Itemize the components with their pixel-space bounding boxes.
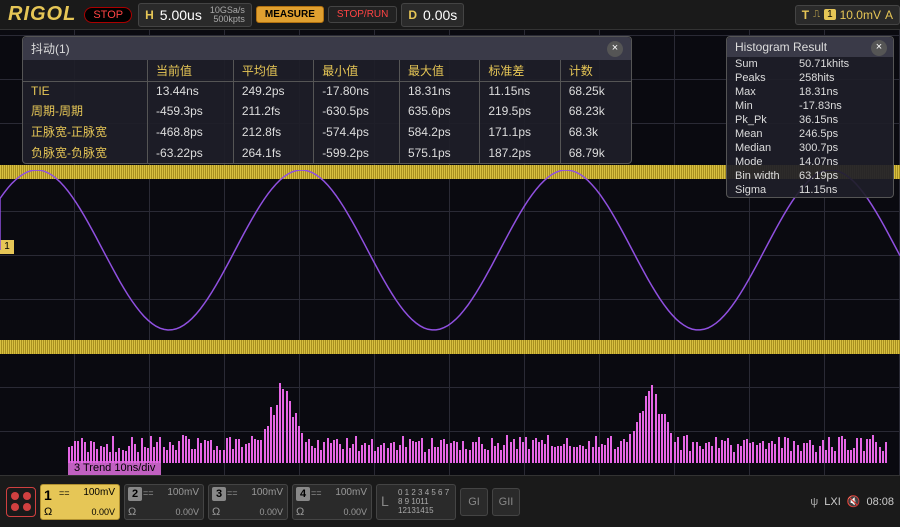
jitter-col-header: 最小值 <box>314 60 400 82</box>
apps-button[interactable] <box>6 487 36 517</box>
histogram-plot: 3 Trend 10ns/div <box>68 375 890 475</box>
trigger-level: 10.0mV <box>840 8 881 22</box>
d-label: D <box>408 8 417 22</box>
jitter-col-header: 标准差 <box>480 60 560 82</box>
histogram-result-row: Bin width63.19ps <box>727 169 893 183</box>
g2-button[interactable]: GII <box>492 488 520 516</box>
histogram-result-panel[interactable]: Histogram Result × Sum50.71khitsPeaks258… <box>726 36 894 198</box>
usb-icon: ψ <box>810 496 818 508</box>
channel-3-box[interactable]: 3==100mVΩ0.00V <box>208 484 288 520</box>
histogram-result-row: Sigma11.15ns <box>727 183 893 197</box>
brand-logo: RIGOL <box>0 3 84 26</box>
jitter-row: 正脉宽-正脉宽-468.8ps212.8fs-574.4ps584.2ps171… <box>23 121 631 142</box>
measure-button[interactable]: MEASURE <box>256 6 324 23</box>
close-icon[interactable]: × <box>871 40 887 56</box>
channel-1-box[interactable]: 1==100mVΩ0.00V <box>40 484 120 520</box>
jitter-row: 负脉宽-负脉宽-63.22ps264.1fs-599.2ps575.1ps187… <box>23 142 631 163</box>
jitter-col-header: 当前值 <box>148 60 234 82</box>
trigger-box[interactable]: T ⎍ 1 10.0mV A <box>795 5 900 25</box>
jitter-col-header: 计数 <box>560 60 631 82</box>
jitter-table: 当前值平均值最小值最大值标准差计数 TIE13.44ns249.2ps-17.8… <box>23 60 631 163</box>
histogram-result-row: Mode14.07ns <box>727 155 893 169</box>
sample-info: 10GSa/s 500kpts <box>210 6 245 24</box>
horizontal-timebase[interactable]: H 5.00us 10GSa/s 500kpts <box>138 3 252 27</box>
close-icon[interactable]: × <box>607 41 623 57</box>
lxi-label: LXI <box>824 496 841 508</box>
top-bar: RIGOL STOP H 5.00us 10GSa/s 500kpts MEAS… <box>0 0 900 30</box>
delay-box[interactable]: D 0.00s <box>401 3 464 27</box>
clock: 08:08 <box>866 496 894 508</box>
d-value: 0.00s <box>423 7 457 23</box>
histogram-result-title: Histogram Result <box>735 40 827 54</box>
channel-4-box[interactable]: 4==100mVΩ0.00V <box>292 484 372 520</box>
trigger-channel: 1 <box>824 9 836 20</box>
histogram-result-row: Max18.31ns <box>727 85 893 99</box>
trigger-mode: A <box>885 8 893 22</box>
bottom-bar: 1==100mVΩ0.00V2==100mVΩ0.00V3==100mVΩ0.0… <box>0 475 900 527</box>
h-value: 5.00us <box>160 7 202 23</box>
g1-button[interactable]: GI <box>460 488 488 516</box>
h-label: H <box>145 8 154 22</box>
histogram-result-header[interactable]: Histogram Result × <box>727 37 893 57</box>
histogram-result-row: Peaks258hits <box>727 71 893 85</box>
run-state-pill[interactable]: STOP <box>84 7 132 23</box>
jitter-header[interactable]: 抖动(1) × <box>23 37 631 60</box>
histogram-result-row: Pk_Pk36.15ns <box>727 113 893 127</box>
jitter-row: 周期-周期-459.3ps211.2fs-630.5ps635.6ps219.5… <box>23 100 631 121</box>
jitter-col-header: 平均值 <box>233 60 313 82</box>
trend-label: 3 Trend 10ns/div <box>68 461 161 475</box>
jitter-title: 抖动(1) <box>31 40 70 57</box>
sound-icon: 🔇 <box>847 495 861 508</box>
status-tray: ψ LXI 🔇 08:08 <box>810 495 894 508</box>
histogram-result-row: Sum50.71khits <box>727 57 893 71</box>
histogram-result-row: Min-17.83ns <box>727 99 893 113</box>
histogram-result-row: Median300.7ps <box>727 141 893 155</box>
jitter-col-header: 最大值 <box>399 60 479 82</box>
trigger-edge-icon: ⎍ <box>813 9 820 20</box>
channel-2-box[interactable]: 2==100mVΩ0.00V <box>124 484 204 520</box>
histogram-result-row: Mean246.5ps <box>727 127 893 141</box>
t-label: T <box>802 8 809 22</box>
jitter-row: TIE13.44ns249.2ps-17.80ns18.31ns11.15ns6… <box>23 82 631 101</box>
stop-run-button[interactable]: STOP/RUN <box>328 6 398 23</box>
jitter-panel[interactable]: 抖动(1) × 当前值平均值最小值最大值标准差计数 TIE13.44ns249.… <box>22 36 632 164</box>
logic-channels-box[interactable]: L 0 1 2 3 4 5 6 7 8 9 1011 12131415 <box>376 484 456 520</box>
jitter-col-header <box>23 60 148 82</box>
